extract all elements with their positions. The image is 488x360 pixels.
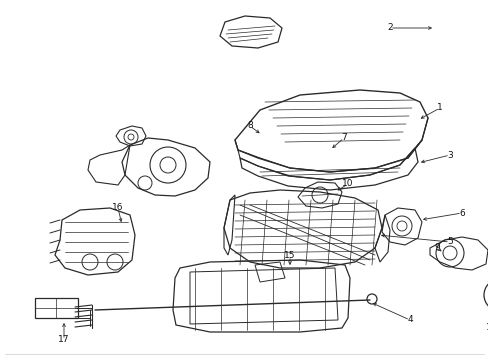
Text: 4: 4 — [407, 315, 412, 324]
Text: 8: 8 — [246, 122, 252, 130]
Text: 6: 6 — [458, 208, 464, 217]
Text: 10: 10 — [342, 180, 353, 189]
Text: 17: 17 — [58, 336, 70, 345]
Text: 11: 11 — [485, 324, 488, 333]
Text: 9: 9 — [433, 243, 439, 252]
Text: 16: 16 — [112, 203, 123, 212]
Text: 3: 3 — [446, 150, 452, 159]
Text: 2: 2 — [386, 23, 392, 32]
Text: 1: 1 — [436, 104, 442, 112]
Text: 15: 15 — [284, 252, 295, 261]
Text: 5: 5 — [446, 238, 452, 247]
Text: 7: 7 — [341, 134, 346, 143]
